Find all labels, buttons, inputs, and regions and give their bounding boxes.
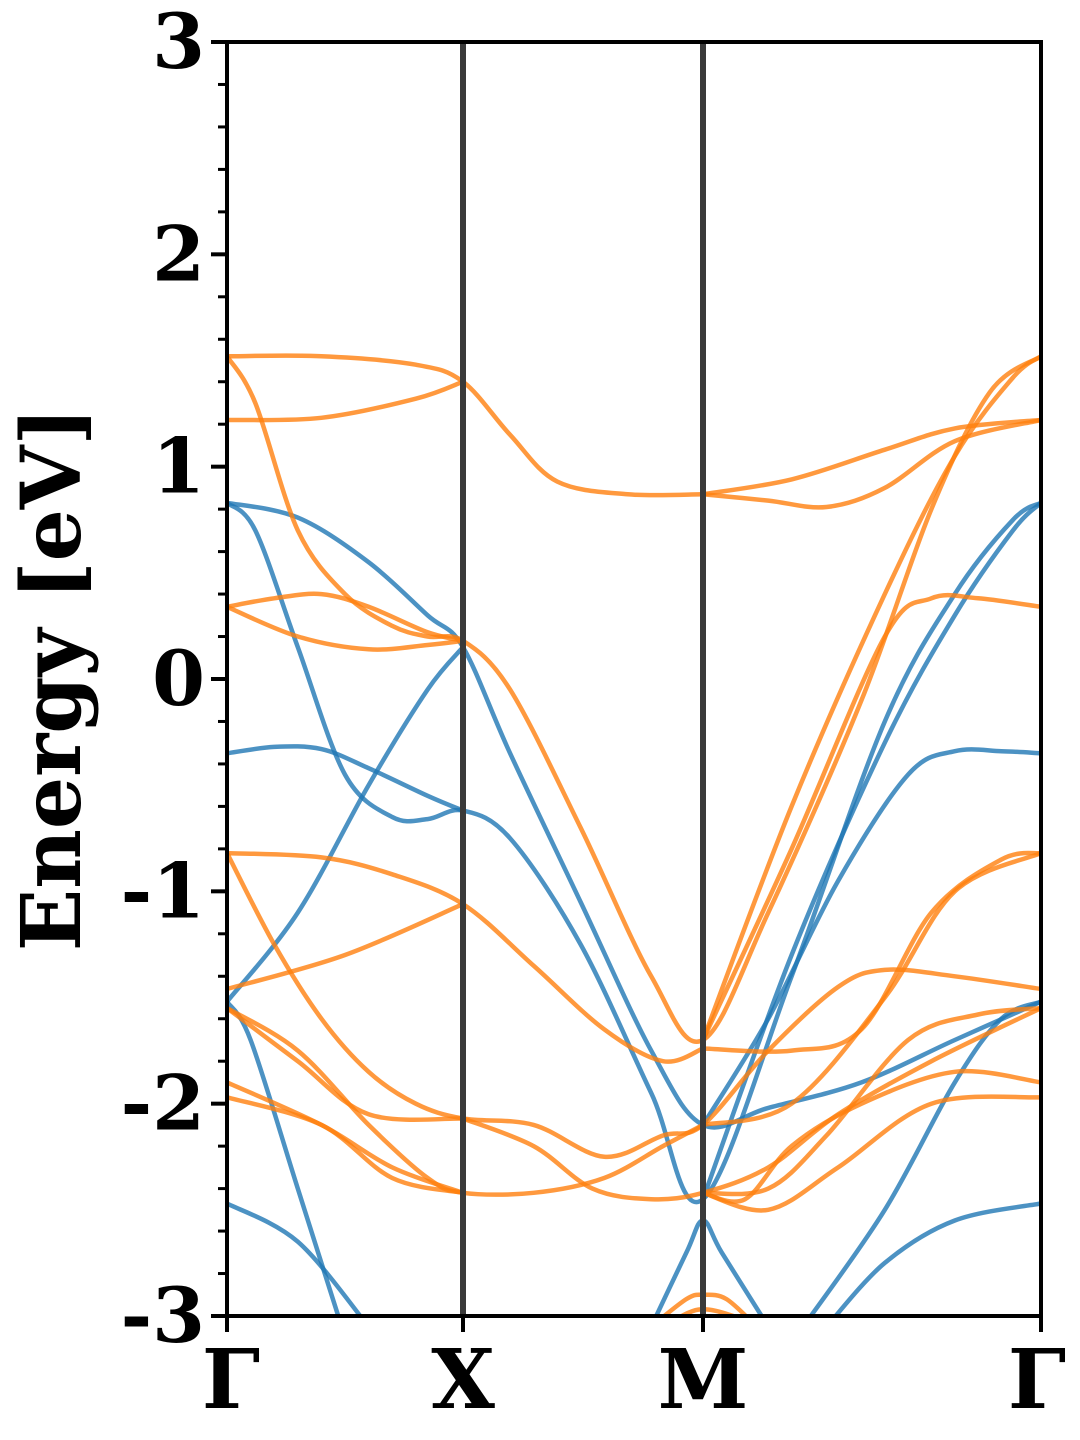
band-line-16 [227, 354, 1041, 1044]
band-line-13 [227, 379, 466, 423]
band-line-20 [700, 354, 1041, 1043]
band-line-28 [227, 1080, 466, 1196]
y-tick-label: -3 [121, 1271, 205, 1360]
y-tick-label: -1 [121, 846, 205, 935]
band-line-23 [227, 850, 1041, 1160]
band-line-32 [700, 1094, 1041, 1213]
band-line-5 [227, 644, 466, 1004]
band-line-17 [227, 591, 466, 644]
band-line-35 [676, 1307, 739, 1316]
y-tick-label: 1 [152, 422, 205, 511]
band-line-19 [700, 592, 1041, 1043]
x-tick-label-3: M [658, 1332, 749, 1428]
y-axis-ticks: -3 -2 -1 0 1 2 3 [121, 0, 227, 1360]
band-line-1 [227, 500, 1041, 1130]
band-line-25 [700, 850, 1041, 1128]
band-line-21 [227, 850, 706, 1064]
y-tick-label: 2 [152, 209, 205, 298]
band-line-24 [700, 850, 1041, 1054]
band-line-14 [700, 417, 1041, 510]
band-line-3 [227, 744, 466, 813]
x-tick-label-4: Γ [1008, 1332, 1066, 1428]
band-line-10 [832, 1201, 1041, 1316]
band-line-27 [227, 1005, 466, 1122]
x-tick-label-2: X [431, 1332, 495, 1428]
band-line-6 [700, 500, 1041, 1202]
band-line-12 [227, 353, 706, 498]
band-line-31 [700, 1068, 1041, 1204]
band-line-33 [700, 1005, 1041, 1197]
band-line-2 [227, 500, 1041, 1205]
x-tick-label-1: Γ [202, 1332, 260, 1428]
band-line-15 [700, 417, 1041, 497]
band-line-29 [227, 1095, 466, 1196]
y-axis-label: Energy [eV] [4, 407, 100, 951]
band-line-18 [227, 604, 466, 652]
band-lines [227, 353, 1041, 1316]
band-line-30 [460, 1005, 1041, 1202]
y-tick-label: 3 [152, 0, 205, 86]
band-line-8 [227, 1201, 364, 1316]
high-symmetry-dividers [460, 42, 706, 1316]
y-tick-label: -2 [121, 1059, 205, 1148]
band-line-11 [808, 999, 1041, 1316]
band-line-22 [227, 901, 466, 992]
y-tick-label: 0 [152, 634, 205, 723]
